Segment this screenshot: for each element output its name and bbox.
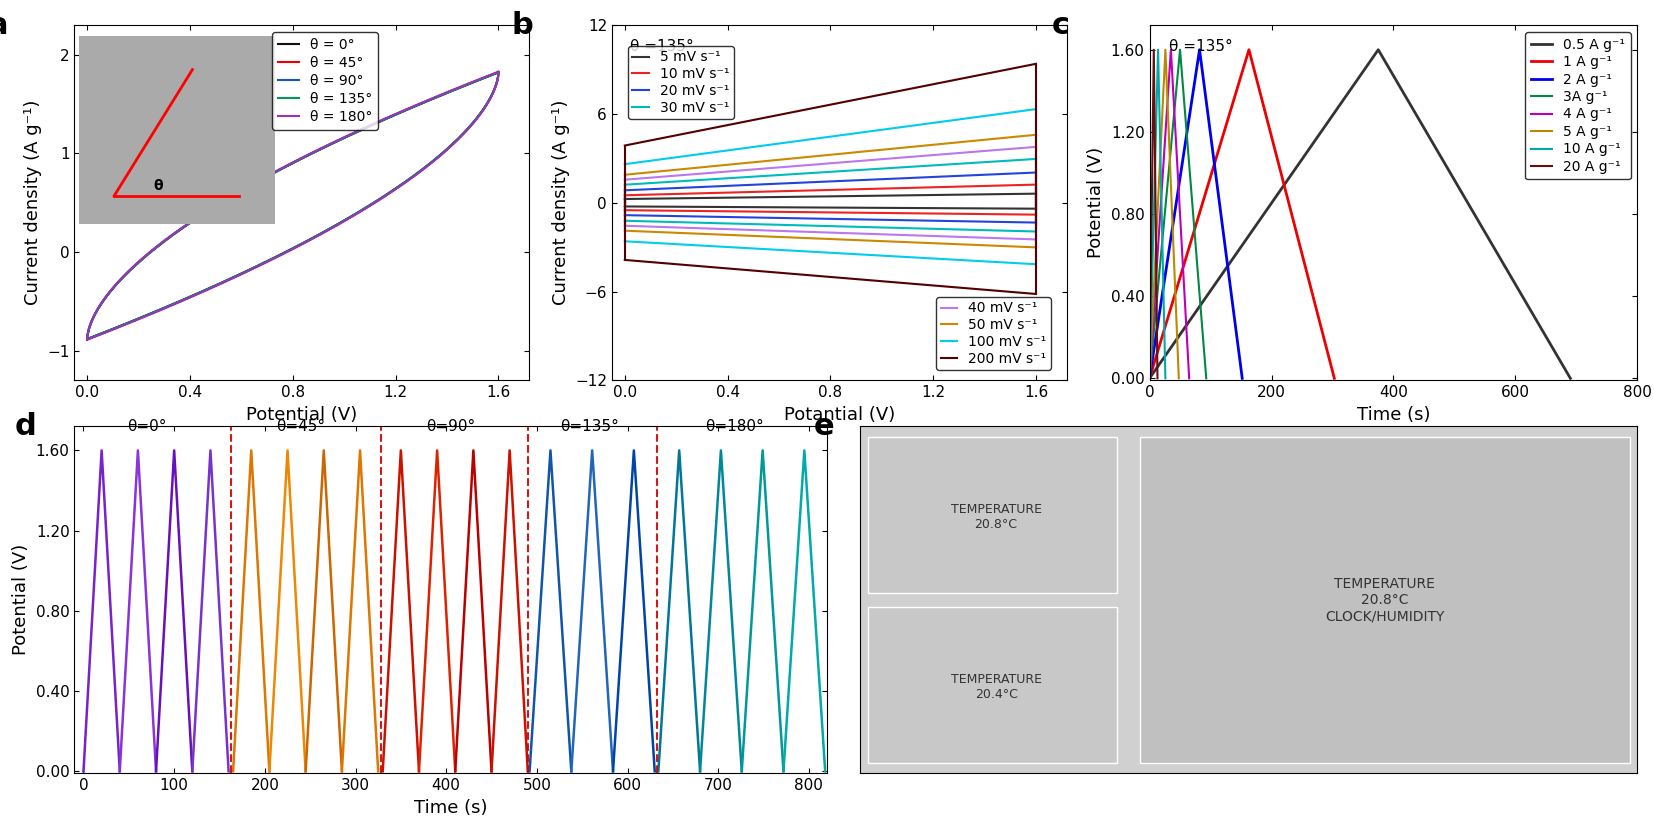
10 A g⁻¹ xyxy=(1140,374,1159,384)
Line: 4 A g⁻¹: 4 A g⁻¹ xyxy=(1150,49,1189,379)
Line: 3A g⁻¹: 3A g⁻¹ xyxy=(1150,49,1206,379)
Text: e: e xyxy=(814,412,834,441)
Y-axis label: Current density (A g⁻¹): Current density (A g⁻¹) xyxy=(551,100,569,305)
Text: b: b xyxy=(513,11,534,40)
FancyBboxPatch shape xyxy=(868,607,1116,763)
4 A g⁻¹ xyxy=(1179,374,1199,384)
1 A g⁻¹ xyxy=(1325,374,1345,384)
Text: θ =135°: θ =135° xyxy=(1169,39,1232,54)
X-axis label: Potantial (V): Potantial (V) xyxy=(784,405,895,424)
2 A g⁻¹ xyxy=(1232,374,1252,384)
0.5 A g⁻¹ xyxy=(1368,44,1388,54)
Text: TEMPERATURE
20.8°C: TEMPERATURE 20.8°C xyxy=(951,502,1042,531)
Legend: θ = 0°, θ = 45°, θ = 90°, θ = 135°, θ = 180°: θ = 0°, θ = 45°, θ = 90°, θ = 135°, θ = … xyxy=(273,32,377,130)
10 A g⁻¹ xyxy=(1148,44,1168,54)
20 A g⁻¹ xyxy=(1145,44,1164,54)
X-axis label: Time (s): Time (s) xyxy=(414,798,488,817)
Text: θ=135°: θ=135° xyxy=(561,420,619,435)
FancyBboxPatch shape xyxy=(868,436,1116,593)
Legend: 40 mV s⁻¹, 50 mV s⁻¹, 100 mV s⁻¹, 200 mV s⁻¹: 40 mV s⁻¹, 50 mV s⁻¹, 100 mV s⁻¹, 200 mV… xyxy=(936,298,1050,370)
Text: θ =135°: θ =135° xyxy=(630,39,695,54)
10 A g⁻¹ xyxy=(1156,374,1176,384)
Text: θ=0°: θ=0° xyxy=(127,420,167,435)
Text: θ=90°: θ=90° xyxy=(427,420,475,435)
0.5 A g⁻¹ xyxy=(1140,374,1159,384)
20 A g⁻¹ xyxy=(1148,374,1168,384)
X-axis label: Potential (V): Potential (V) xyxy=(246,405,357,424)
4 A g⁻¹ xyxy=(1161,44,1181,54)
Line: 10 A g⁻¹: 10 A g⁻¹ xyxy=(1150,49,1166,379)
Y-axis label: Potential (V): Potential (V) xyxy=(1087,147,1105,258)
5 A g⁻¹ xyxy=(1169,374,1189,384)
Text: θ=180°: θ=180° xyxy=(705,420,764,435)
3A g⁻¹ xyxy=(1169,44,1189,54)
X-axis label: Time (s): Time (s) xyxy=(1356,405,1431,424)
Line: 2 A g⁻¹: 2 A g⁻¹ xyxy=(1150,49,1242,379)
Line: 20 A g⁻¹: 20 A g⁻¹ xyxy=(1150,49,1158,379)
Legend: 0.5 A g⁻¹, 1 A g⁻¹, 2 A g⁻¹, 3A g⁻¹, 4 A g⁻¹, 5 A g⁻¹, 10 A g⁻¹, 20 A g⁻¹: 0.5 A g⁻¹, 1 A g⁻¹, 2 A g⁻¹, 3A g⁻¹, 4 A… xyxy=(1525,32,1631,180)
Text: c: c xyxy=(1052,11,1070,40)
Text: TEMPERATURE
20.4°C: TEMPERATURE 20.4°C xyxy=(951,673,1042,701)
Text: a: a xyxy=(0,11,8,40)
Text: TEMPERATURE
20.8°C
CLOCK/HUMIDITY: TEMPERATURE 20.8°C CLOCK/HUMIDITY xyxy=(1325,577,1444,623)
3A g⁻¹ xyxy=(1140,374,1159,384)
20 A g⁻¹ xyxy=(1140,374,1159,384)
0.5 A g⁻¹ xyxy=(1560,374,1580,384)
5 A g⁻¹ xyxy=(1140,374,1159,384)
2 A g⁻¹ xyxy=(1189,44,1209,54)
Y-axis label: Current density (A g⁻¹): Current density (A g⁻¹) xyxy=(23,100,41,305)
Text: d: d xyxy=(15,412,36,441)
3A g⁻¹ xyxy=(1196,374,1216,384)
Line: 1 A g⁻¹: 1 A g⁻¹ xyxy=(1150,49,1335,379)
Line: 5 A g⁻¹: 5 A g⁻¹ xyxy=(1150,49,1179,379)
4 A g⁻¹ xyxy=(1140,374,1159,384)
Y-axis label: Potential (V): Potential (V) xyxy=(12,544,30,655)
Text: θ=45°: θ=45° xyxy=(276,420,326,435)
1 A g⁻¹ xyxy=(1140,374,1159,384)
1 A g⁻¹ xyxy=(1239,44,1259,54)
5 A g⁻¹ xyxy=(1156,44,1176,54)
Line: 0.5 A g⁻¹: 0.5 A g⁻¹ xyxy=(1150,49,1570,379)
FancyBboxPatch shape xyxy=(1140,436,1629,763)
2 A g⁻¹ xyxy=(1140,374,1159,384)
